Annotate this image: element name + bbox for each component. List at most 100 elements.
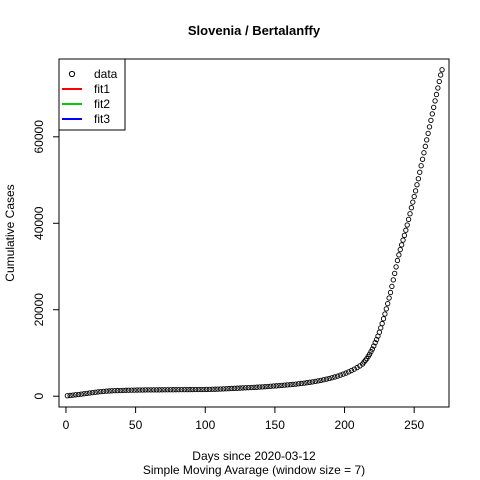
data-points <box>64 67 445 399</box>
data-point <box>426 124 433 130</box>
data-point <box>309 379 316 385</box>
data-point <box>176 387 182 393</box>
data-point <box>92 389 98 395</box>
data-point <box>240 385 246 391</box>
data-point <box>398 242 405 248</box>
data-point <box>397 246 403 253</box>
legend-label-fit1: fit1 <box>94 82 110 96</box>
data-point <box>120 387 126 394</box>
data-point <box>337 372 344 378</box>
data-point <box>145 387 151 393</box>
data-point <box>404 222 410 228</box>
y-tick-label: 0 <box>32 393 46 400</box>
data-point <box>190 386 196 393</box>
data-point <box>151 387 157 393</box>
data-point <box>298 380 305 387</box>
y-axis-label: Cumulative Cases <box>3 184 17 281</box>
data-point <box>405 216 412 223</box>
data-point <box>273 383 279 389</box>
data-point <box>436 78 442 85</box>
data-point <box>178 386 185 393</box>
data-point <box>256 384 263 390</box>
data-point <box>320 377 327 383</box>
data-point <box>393 264 399 270</box>
data-point <box>201 386 207 393</box>
data-point <box>343 370 349 376</box>
data-point <box>307 379 313 385</box>
data-point <box>432 98 438 104</box>
data-point <box>95 389 101 395</box>
data-point <box>346 369 352 375</box>
x-tick-label: 0 <box>63 418 70 432</box>
data-point <box>400 237 406 243</box>
data-point <box>164 387 171 393</box>
data-point <box>173 387 179 393</box>
data-point <box>245 385 252 391</box>
data-point <box>403 227 409 233</box>
data-point <box>415 176 422 182</box>
data-point <box>109 388 115 394</box>
data-point <box>435 85 441 91</box>
data-point <box>84 390 90 397</box>
legend-symbol-data <box>68 70 76 78</box>
data-point <box>81 391 87 397</box>
data-point <box>368 349 374 355</box>
data-point <box>431 104 437 111</box>
data-point <box>248 384 254 391</box>
data-point <box>418 163 424 169</box>
data-point <box>433 91 440 98</box>
data-point <box>414 182 420 188</box>
data-point <box>326 375 332 382</box>
data-point <box>251 384 257 391</box>
data-point <box>332 374 338 380</box>
data-point <box>137 387 143 393</box>
data-point <box>422 143 428 149</box>
data-point <box>215 386 221 392</box>
data-point <box>425 130 431 137</box>
data-point <box>386 295 392 301</box>
data-point <box>389 283 395 290</box>
data-point <box>408 205 415 211</box>
legend-label-data: data <box>94 67 118 81</box>
data-point <box>379 320 385 327</box>
data-point <box>217 386 224 392</box>
data-point <box>340 371 346 377</box>
data-point <box>419 156 426 162</box>
data-point <box>424 137 430 143</box>
data-point <box>231 385 238 391</box>
data-point <box>412 188 419 194</box>
data-point <box>254 384 260 390</box>
data-point <box>287 381 293 388</box>
data-point <box>429 111 435 117</box>
x-axis-label: Days since 2020-03-12 <box>192 449 316 463</box>
data-point <box>242 385 249 391</box>
data-point <box>148 387 154 393</box>
data-point <box>70 392 76 398</box>
data-point <box>78 391 84 397</box>
data-point <box>117 387 123 394</box>
data-point <box>290 381 296 387</box>
data-point <box>279 382 285 389</box>
data-point <box>383 306 389 312</box>
y-tick-label: 40000 <box>32 206 46 240</box>
data-point <box>372 339 378 346</box>
data-point <box>315 378 321 384</box>
y-axis: 0 20000 40000 60000 <box>32 120 60 400</box>
data-point <box>125 387 132 393</box>
data-point <box>128 387 135 393</box>
data-point <box>268 383 274 389</box>
legend-label-fit2: fit2 <box>94 97 110 111</box>
data-point <box>203 386 210 393</box>
data-point <box>366 351 373 357</box>
data-point <box>139 387 146 393</box>
data-point <box>354 364 360 371</box>
data-point <box>417 169 423 175</box>
data-point <box>411 193 417 200</box>
data-point <box>262 384 268 390</box>
data-point <box>195 386 201 393</box>
data-point <box>100 388 107 395</box>
data-point <box>401 232 408 239</box>
data-point <box>281 382 288 388</box>
